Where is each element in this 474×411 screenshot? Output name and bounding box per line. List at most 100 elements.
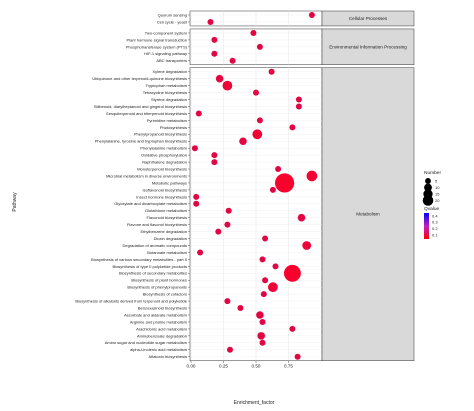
legend-size-label: 10 <box>435 185 440 190</box>
data-point <box>260 291 267 298</box>
pathway-label: Naphthalene degradation <box>142 160 187 165</box>
data-point <box>225 207 232 214</box>
pathway-label: Photosynthesis <box>160 125 187 130</box>
data-point <box>215 228 222 235</box>
data-point <box>295 96 302 103</box>
pathway-label: Xylene degradation <box>153 69 187 74</box>
pathway-label: Glutathione metabolism <box>145 208 188 213</box>
pathway-label: Microbial metabolism in diverse environm… <box>106 173 187 178</box>
data-point <box>259 318 266 325</box>
pathway-labels: Quorum sensing Cell cycle - yeast Two-comp… <box>75 12 190 359</box>
pathway-label: Arachidonic acid metabolism <box>136 326 188 331</box>
pathway-label: Dioxin degradation <box>154 236 187 241</box>
data-point <box>250 29 257 36</box>
data-point <box>289 325 296 332</box>
data-point <box>302 241 312 250</box>
data-point <box>237 305 244 312</box>
pathway-label: HIF-1 signaling pathway <box>144 51 187 56</box>
pathway-label: Biosynthesis of various secondary metabo… <box>91 257 187 262</box>
data-point <box>211 50 218 57</box>
pathway-label: Degradation of aromatic compounds <box>123 243 187 248</box>
pathway-label: Oxidative phosphorylation <box>141 153 187 158</box>
data-point <box>268 68 275 75</box>
pathway-label: Ethylbenzene degradation <box>141 229 187 234</box>
facet-panels: Cellular Processes Environmental Informat… <box>189 10 415 361</box>
data-point <box>294 353 301 360</box>
pathway-label: Quorum sensing <box>158 12 187 17</box>
pathway-label: Amino sugar and nucleotide sugar metabol… <box>105 340 188 345</box>
data-point <box>211 159 218 166</box>
x-tick-label: 0.50 <box>252 364 261 369</box>
pathway-label: Cell cycle - yeast <box>157 19 188 24</box>
pathway-label: Biosynthesis of type II polyketide produ… <box>113 264 187 269</box>
legend-size-dot <box>424 183 432 192</box>
pathway-label: Phenylalanine metabolism <box>140 146 187 151</box>
pathway-label: Flavone and flavonol biosynthesis <box>127 222 187 227</box>
pathway-label: Pyrimidine metabolism <box>147 118 188 123</box>
data-point <box>257 332 265 340</box>
x-axis: 0.00 0.25 0.50 0.75 <box>187 360 293 369</box>
x-axis-title: Enrichment_factor <box>234 400 275 406</box>
x-tick-label: 0.25 <box>219 364 228 369</box>
pathway-label: Arginine and proline metabolism <box>130 319 188 324</box>
pathway-label: Plant hormone signal transduction <box>127 37 187 42</box>
data-point <box>275 166 282 173</box>
data-point <box>268 282 278 293</box>
data-point <box>193 200 200 207</box>
data-point <box>262 235 269 242</box>
pathway-label: Biosynthesis of alkaloids derived from t… <box>75 299 187 304</box>
pathway-label: Stilbenoid, diarylheptanoid and gingerol… <box>94 104 187 109</box>
pathway-label: ABC transporters <box>156 58 187 63</box>
data-point <box>252 129 263 140</box>
data-point <box>262 277 269 284</box>
pathway-label: Ascorbate and aldarate metabolism <box>124 312 188 317</box>
pathway-label: Insect hormone biosynthesis <box>136 194 187 199</box>
data-point <box>224 298 231 305</box>
pathway-label: Metabolic pathways <box>152 180 187 185</box>
pathway-label: Phenylpropanoid biosynthesis <box>134 132 187 137</box>
x-tick-label: 0.00 <box>187 364 196 369</box>
data-point <box>272 263 279 270</box>
data-point <box>256 311 264 319</box>
data-point <box>259 256 266 263</box>
data-point <box>289 124 296 131</box>
pathway-label: Aminobenzoate degradation <box>137 333 187 338</box>
facet-strip-label: Metabolism <box>356 212 380 217</box>
y-axis-title: Pathway <box>12 192 18 212</box>
data-point <box>215 74 224 83</box>
legend-size-label: 20 <box>435 198 440 203</box>
legend-size-title: Number <box>424 170 441 176</box>
data-point <box>222 80 233 91</box>
data-point <box>256 43 263 50</box>
pathway-label: Tetracycline biosynthesis <box>143 90 187 95</box>
data-point <box>295 103 302 110</box>
legend-size-dot <box>422 195 434 206</box>
x-tick-label: 0.75 <box>284 364 293 369</box>
legend-size-dot <box>425 178 431 184</box>
data-point <box>297 213 306 222</box>
facet-strip-label: Environmental Information Processing <box>329 44 407 49</box>
legend-size-label: 15 <box>435 192 440 197</box>
data-point <box>239 137 247 146</box>
data-point <box>227 346 233 353</box>
pathway-label: Butanoate metabolism <box>147 250 187 255</box>
data-point <box>195 110 202 117</box>
facet-strip-label: Cellular Processes <box>349 16 388 21</box>
pathway-label: Aflatoxin biosynthesis <box>149 354 187 359</box>
legend-color-label: 0.3 <box>432 220 438 225</box>
pathway-label: alpha-Linolenic acid metabolism <box>130 347 188 352</box>
data-point <box>211 36 218 43</box>
data-point <box>269 186 276 193</box>
pathway-label: Tryptophan metabolism <box>145 83 187 88</box>
data-point <box>211 152 218 159</box>
data-points <box>191 12 318 360</box>
data-point <box>197 249 204 256</box>
legend-color-label: 0.1 <box>432 232 438 237</box>
legend-color-title: Qvalue <box>424 206 440 212</box>
pathway-label: Phenylalanine, tyrosine and tryptophan b… <box>95 139 187 144</box>
pathway-label: Phosphotransferase system (PTS) <box>126 44 188 49</box>
pathway-label: Monoterpenoid biosynthesis <box>137 166 187 171</box>
pathway-label: Isoflavonoid biosynthesis <box>143 187 187 192</box>
